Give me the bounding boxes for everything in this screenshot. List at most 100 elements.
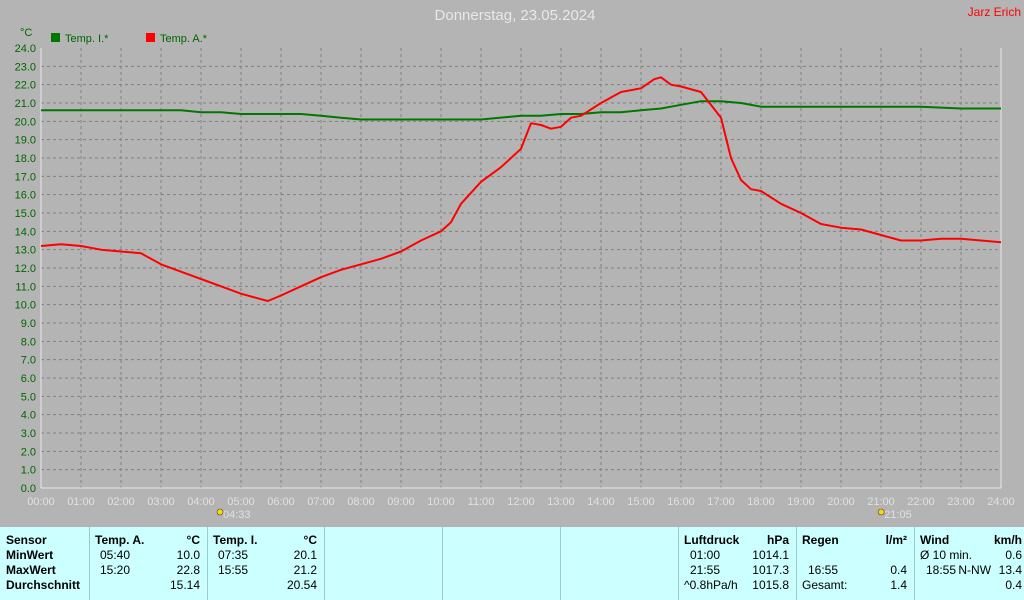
x-tick-label: 03:00	[147, 496, 175, 508]
temp-a-avg: 15.14	[169, 577, 200, 592]
y-tick-label: 4.0	[21, 410, 36, 422]
x-tick-label: 01:00	[67, 496, 95, 508]
temp-i-unit: °C	[303, 532, 317, 547]
legend-label-temp-outside: Temp. A.*	[160, 33, 208, 45]
legend-swatch-temp-inside	[51, 33, 60, 42]
x-tick-label: 14:00	[587, 496, 615, 508]
temp-i-min: 20.1	[293, 547, 317, 562]
y-tick-label: 16.0	[15, 190, 36, 202]
x-tick-label: 08:00	[347, 496, 375, 508]
regen-max: 0.4	[890, 562, 907, 577]
y-tick-label: 0.0	[21, 483, 36, 495]
luftdruck-avg: 1015.8	[752, 577, 789, 592]
x-tick-label: 07:00	[307, 496, 335, 508]
sun-annotations: 04:33 21:05	[216, 508, 912, 521]
x-tick-label: 00:00	[27, 496, 55, 508]
table-divider	[89, 527, 90, 600]
sensor-header: Sensor	[6, 532, 47, 547]
y-tick-label: 11.0	[15, 281, 36, 293]
temp-a-max-time: 15:20	[100, 562, 131, 577]
temp-i-min-time: 07:35	[218, 547, 249, 562]
temp-a-min-time: 05:40	[100, 547, 131, 562]
x-tick-label: 13:00	[547, 496, 575, 508]
regen-max-time: 16:55	[808, 562, 839, 577]
wind-avg: 0.6	[1005, 547, 1022, 562]
y-tick-label: 24.0	[15, 43, 36, 55]
legend-label-temp-inside: Temp. I.*	[65, 33, 109, 45]
sunset-icon	[877, 508, 885, 516]
y-tick-label: 10.0	[15, 300, 36, 312]
series-line-temp-outside	[40, 76, 1002, 302]
x-tick-label: 09:00	[387, 496, 415, 508]
table-divider	[796, 527, 797, 600]
x-tick-label: 20:00	[827, 496, 855, 508]
x-tick-label: 04:00	[187, 496, 215, 508]
x-tick-label: 15:00	[627, 496, 655, 508]
y-tick-label: 12.0	[15, 263, 36, 275]
sun-time-label: 21:05	[884, 509, 912, 521]
chart-series	[40, 76, 1002, 302]
y-tick-label: 7.0	[21, 355, 36, 367]
luftdruck-max-time: 21:55	[690, 562, 721, 577]
x-tick-label: 05:00	[227, 496, 255, 508]
temp-a-min: 10.0	[176, 547, 200, 562]
series-line-temp-inside	[41, 100, 1001, 121]
wind-max-direction: N-NW	[958, 562, 992, 577]
x-tick-label: 23:00	[947, 496, 975, 508]
wind-avg-label: Ø 10 min.	[920, 547, 973, 562]
sun-time-label: 04:33	[223, 509, 251, 521]
luftdruck-unit: hPa	[766, 532, 789, 547]
temp-i-max: 21.2	[293, 562, 317, 577]
regen-header: Regen	[802, 532, 839, 547]
y-tick-label: 8.0	[21, 336, 36, 348]
table-divider	[560, 527, 561, 600]
x-tick-label: 17:00	[707, 496, 735, 508]
x-tick-label: 19:00	[787, 496, 815, 508]
y-unit-label: °C	[20, 27, 32, 39]
sunrise-icon	[216, 508, 224, 516]
temperature-chart: Donnerstag, 23.05.2024 Jarz Erich °C Tem…	[15, 5, 1021, 521]
temp-a-max: 22.8	[176, 562, 200, 577]
temp-i-avg: 20.54	[286, 577, 317, 592]
luftdruck-max: 1017.3	[752, 562, 789, 577]
wind-max: 13.4	[998, 562, 1022, 577]
y-tick-label: 9.0	[21, 318, 36, 330]
y-tick-label: 6.0	[21, 373, 36, 385]
y-tick-label: 17.0	[15, 171, 36, 183]
y-tick-label: 1.0	[21, 465, 36, 477]
x-tick-label: 11:00	[468, 496, 495, 508]
table-divider	[914, 527, 915, 600]
x-tick-label: 18:00	[747, 496, 775, 508]
y-tick-label: 14.0	[15, 226, 36, 238]
table-divider	[678, 527, 679, 600]
chart-title: Donnerstag, 23.05.2024	[435, 7, 596, 24]
luftdruck-trend: ^0.8hPa/h	[684, 577, 738, 592]
y-tick-label: 3.0	[21, 428, 36, 440]
x-tick-label: 22:00	[907, 496, 935, 508]
x-tick-label: 10:00	[427, 496, 455, 508]
x-tick-label: 21:00	[867, 496, 895, 508]
luftdruck-min: 1014.1	[752, 547, 789, 562]
y-axis-ticks: 0.0 1.0 2.0 3.0 4.0 5.0 6.0 7.0 8.0 9.0 10.0 11.0 12…	[15, 43, 36, 495]
table-divider	[442, 527, 443, 600]
x-axis-ticks: 00:00 01:00 02:00 03:00 04:00 05:00 06:00 07:00…	[27, 496, 1015, 508]
x-tick-label: 12:00	[507, 496, 535, 508]
statistics-table: Sensor MinWert MaxWert Durchschnitt Temp…	[0, 527, 1024, 600]
temp-a-unit: °C	[186, 532, 200, 547]
regen-unit: l/m²	[885, 532, 907, 547]
y-tick-label: 18.0	[15, 153, 36, 165]
temp-i-header: Temp. I.	[213, 532, 258, 547]
luftdruck-header: Luftdruck	[684, 532, 740, 547]
x-tick-label: 06:00	[267, 496, 295, 508]
table-divider	[324, 527, 325, 600]
regen-total: 1.4	[890, 577, 907, 592]
x-tick-label: 24:00	[987, 496, 1015, 508]
durchschnitt-label: Durchschnitt	[6, 577, 81, 592]
wind-max-time: 18:55	[926, 562, 957, 577]
y-tick-label: 23.0	[15, 61, 36, 73]
y-tick-label: 2.0	[21, 446, 36, 458]
table-divider	[207, 527, 208, 600]
maxwert-label: MaxWert	[6, 562, 56, 577]
luftdruck-min-time: 01:00	[690, 547, 721, 562]
chart-grid	[40, 48, 1002, 489]
